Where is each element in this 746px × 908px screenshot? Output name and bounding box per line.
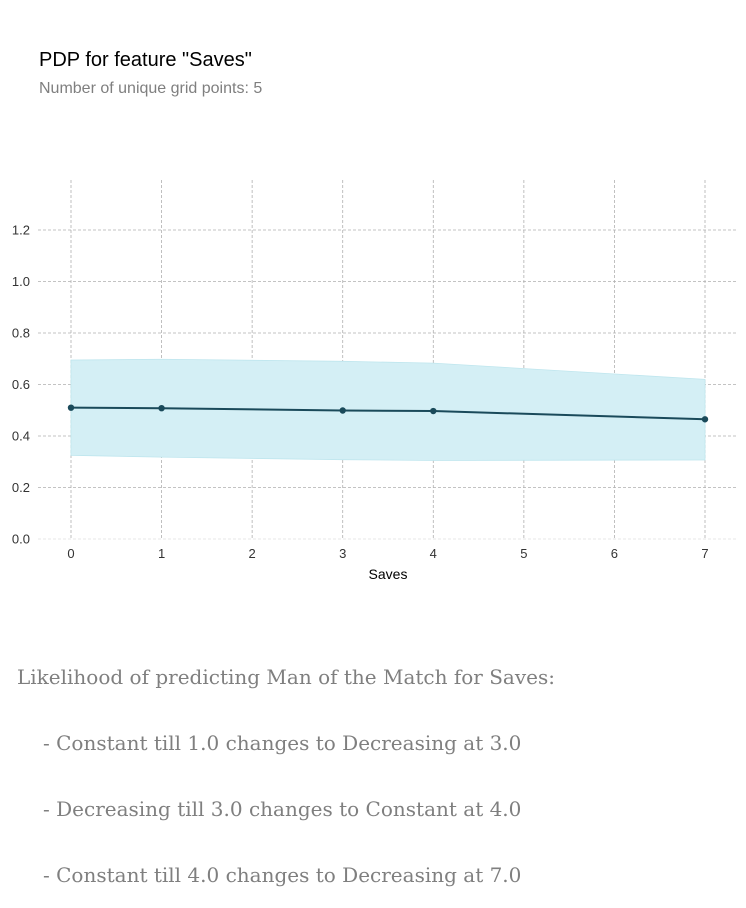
y-tick-label: 0.8 [12, 326, 30, 341]
data-point [430, 407, 437, 415]
x-tick-label: 7 [701, 546, 708, 561]
x-tick-label: 6 [611, 546, 618, 561]
y-tick-label: 1.2 [12, 223, 30, 238]
y-tick-label: 0.6 [12, 377, 30, 392]
x-tick-label: 3 [339, 546, 346, 561]
x-tick-label: 2 [249, 546, 256, 561]
summary-item: - Constant till 4.0 changes to Decreasin… [43, 863, 522, 887]
x-tick-label: 5 [520, 546, 527, 561]
pdp-chart: 0 1 2 3 4 5 6 7 0.0 0.2 0.4 0.6 0.8 1.0 1.2 Saves [12, 180, 738, 582]
summary-item: - Decreasing till 3.0 changes to Constan… [43, 797, 522, 821]
y-tick-label: 1.0 [12, 274, 30, 289]
data-point [701, 416, 709, 423]
chart-subtitle: Number of unique grid points: 5 [39, 80, 263, 97]
series-points [67, 404, 709, 423]
x-tick-label: 1 [158, 546, 165, 561]
y-tick-label: 0.4 [12, 429, 30, 444]
x-tick-label: 4 [430, 546, 437, 561]
x-tick-label: 0 [67, 546, 74, 561]
x-axis-ticks: 0 1 2 3 4 5 6 7 [67, 546, 708, 561]
summary-item: - Constant till 1.0 changes to Decreasin… [43, 731, 522, 755]
y-axis-ticks: 0.0 0.2 0.4 0.6 0.8 1.0 1.2 [12, 223, 30, 547]
data-point [67, 404, 75, 411]
data-point [339, 407, 346, 414]
data-point [158, 404, 165, 412]
x-axis-label: Saves [369, 566, 408, 582]
summary-text: Likelihood of predicting Man of the Matc… [17, 622, 555, 908]
y-tick-label: 0.0 [12, 532, 30, 547]
summary-heading: Likelihood of predicting Man of the Matc… [17, 665, 555, 689]
y-tick-label: 0.2 [12, 480, 30, 495]
chart-title: PDP for feature "Saves" [39, 49, 252, 71]
